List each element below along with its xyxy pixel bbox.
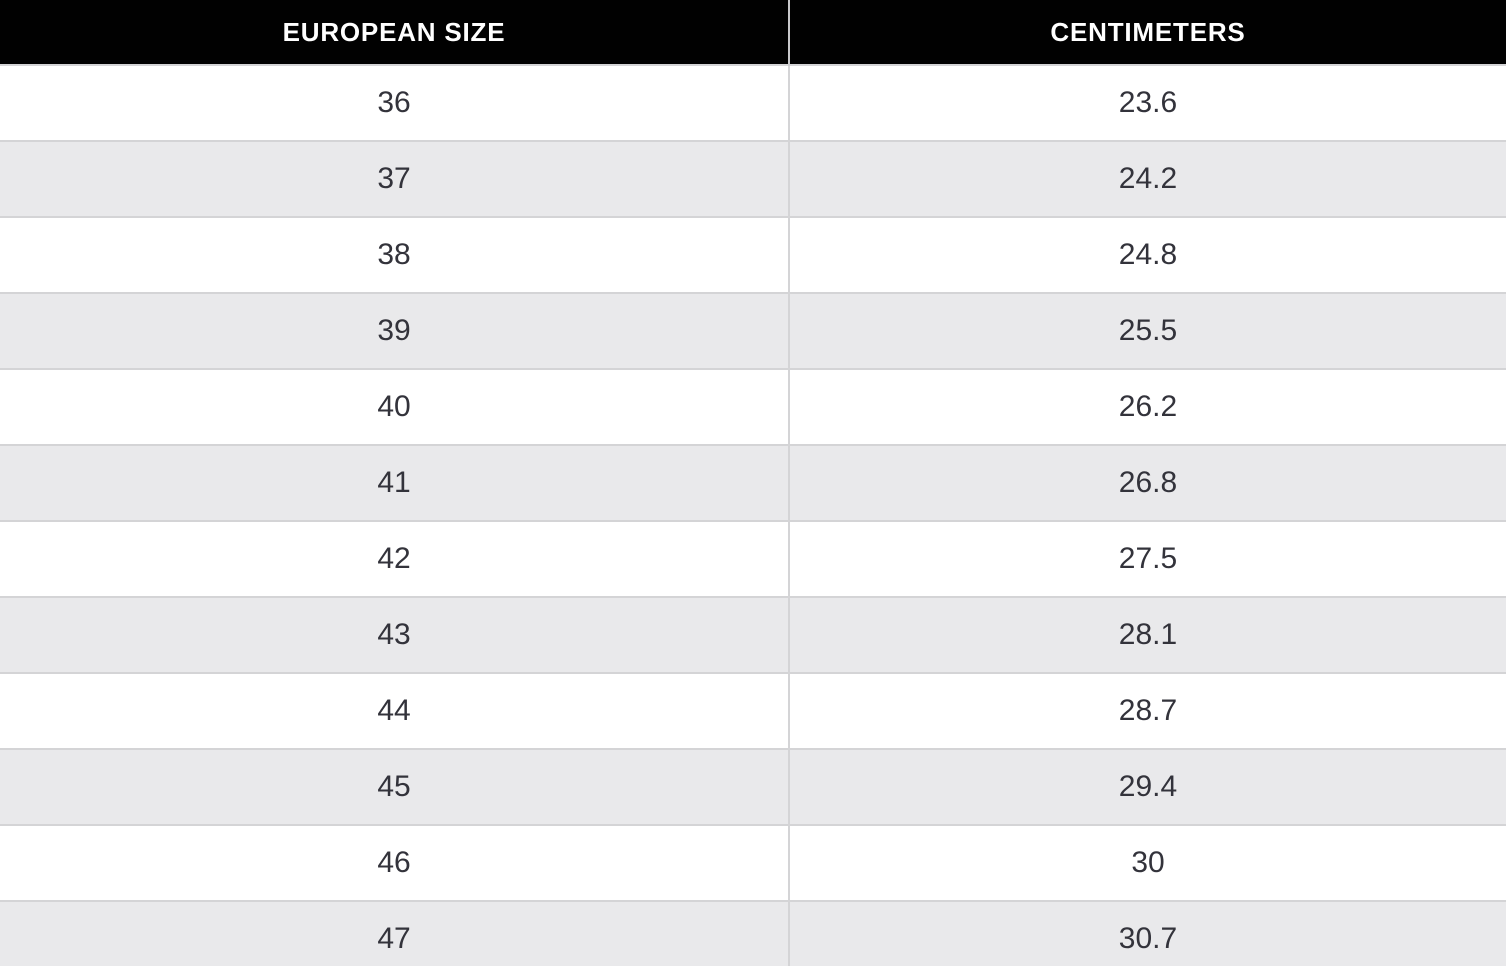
table-header: EUROPEAN SIZE CENTIMETERS [0, 0, 1506, 65]
column-header-european-size: EUROPEAN SIZE [0, 0, 789, 65]
centimeters-cell: 24.2 [788, 140, 1506, 217]
centimeters-cell: 29.4 [788, 748, 1506, 825]
table-body: 36 23.6 37 24.2 38 24.8 39 25.5 40 26.2 41 26.8 42 27… [0, 64, 1506, 966]
eu-size-cell: 40 [0, 368, 789, 445]
centimeters-cell: 23.6 [788, 64, 1506, 141]
eu-size-cell: 39 [0, 292, 789, 369]
eu-size-cell: 43 [0, 596, 789, 673]
centimeters-cell: 30 [788, 824, 1506, 901]
table-row: 44 28.7 [0, 672, 1506, 749]
centimeters-cell: 28.1 [788, 596, 1506, 673]
table-row: 43 28.1 [0, 596, 1506, 673]
table-row: 36 23.6 [0, 64, 1506, 141]
centimeters-cell: 30.7 [788, 900, 1506, 966]
centimeters-cell: 25.5 [788, 292, 1506, 369]
centimeters-cell: 26.2 [788, 368, 1506, 445]
eu-size-cell: 46 [0, 824, 789, 901]
eu-size-cell: 42 [0, 520, 789, 597]
table-row: 41 26.8 [0, 444, 1506, 521]
eu-size-cell: 47 [0, 900, 789, 966]
table-row: 46 30 [0, 824, 1506, 901]
table-row: 37 24.2 [0, 140, 1506, 217]
eu-size-cell: 44 [0, 672, 789, 749]
table-row: 42 27.5 [0, 520, 1506, 597]
eu-size-cell: 41 [0, 444, 789, 521]
eu-size-cell: 45 [0, 748, 789, 825]
column-header-centimeters: CENTIMETERS [788, 0, 1506, 65]
table-row: 45 29.4 [0, 748, 1506, 825]
centimeters-cell: 28.7 [788, 672, 1506, 749]
table-row: 38 24.8 [0, 216, 1506, 293]
eu-size-cell: 38 [0, 216, 789, 293]
table-row: 39 25.5 [0, 292, 1506, 369]
eu-size-cell: 36 [0, 64, 789, 141]
table-row: 40 26.2 [0, 368, 1506, 445]
header-row: EUROPEAN SIZE CENTIMETERS [0, 0, 1506, 65]
table-row: 47 30.7 [0, 900, 1506, 966]
centimeters-cell: 26.8 [788, 444, 1506, 521]
centimeters-cell: 24.8 [788, 216, 1506, 293]
centimeters-cell: 27.5 [788, 520, 1506, 597]
eu-size-cell: 37 [0, 140, 789, 217]
